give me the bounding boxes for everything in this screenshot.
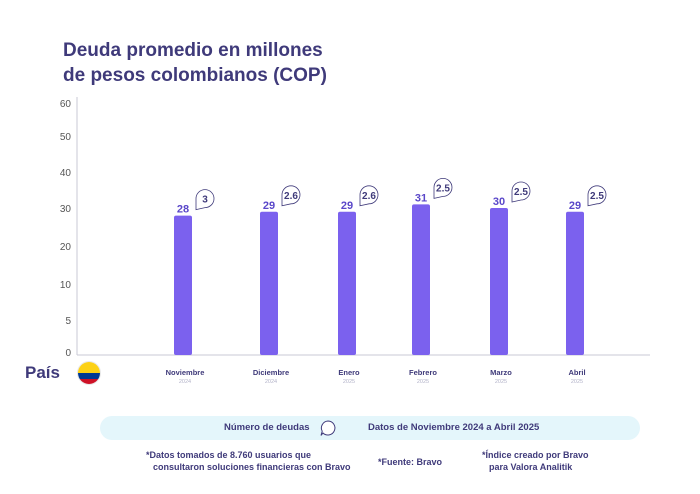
chart-title-line-2: de pesos colombianos (COP): [63, 65, 327, 86]
y-tick-label: 50: [60, 132, 72, 143]
x-tick-label: Abril: [568, 368, 585, 377]
debt-count-label: 2.5: [514, 187, 528, 198]
x-tick-year-label: 2025: [343, 379, 355, 385]
bar-value-label: 29: [569, 200, 581, 212]
bar-value-label: 29: [263, 200, 275, 212]
source-note-line-2: consultaron soluciones financieras con B…: [153, 462, 351, 472]
x-tick-label: Enero: [338, 368, 360, 377]
bar: [412, 204, 430, 355]
y-tick-label: 10: [60, 280, 72, 291]
source-note: *Datos tomados de 8.760 usuarios que con…: [146, 449, 356, 473]
chart-title-line-1: Deuda promedio en millones: [63, 40, 323, 61]
bar-chart: 0 5 10 20 30 40 50 60 28 3 Noviembre 2024 29 2.6 Dicie…: [60, 97, 650, 385]
x-tick-label: Noviembre: [166, 368, 205, 377]
debt-count-label: 2.6: [284, 191, 298, 202]
x-tick-year-label: 2025: [495, 379, 507, 385]
debt-count-bubble: [587, 185, 607, 207]
y-tick-label: 20: [60, 242, 72, 253]
bar-value-label: 29: [341, 200, 353, 212]
index-note: *Índice creado por Bravo para Valora Ana…: [482, 449, 642, 473]
y-tick-label: 30: [60, 204, 72, 215]
y-tick-label: 40: [60, 168, 72, 179]
country-label: País: [25, 363, 60, 382]
index-note-line-1: *Índice creado por Bravo: [482, 450, 589, 460]
bar: [566, 211, 584, 355]
bar-value-label: 28: [177, 204, 189, 216]
bar-value-label: 31: [415, 192, 427, 204]
legend-banner: Número de deudas Datos de Noviembre 2024…: [100, 416, 640, 440]
x-tick-label: Febrero: [409, 368, 437, 377]
bar-value-label: 30: [493, 196, 505, 208]
x-tick-label: Marzo: [490, 368, 512, 377]
x-tick-label: Diciembre: [253, 368, 289, 377]
chart-title: Deuda promedio en millones de pesos colo…: [63, 38, 423, 88]
debt-count-label: 2.5: [436, 183, 450, 194]
bar: [490, 208, 508, 355]
y-tick-label: 60: [60, 99, 72, 110]
debt-count-bubble: [433, 177, 453, 199]
fuente-note: *Fuente: Bravo: [378, 457, 443, 467]
y-tick-label: 5: [65, 316, 71, 327]
debt-count-label: 3: [202, 195, 208, 206]
bar: [338, 211, 356, 355]
debt-count-bubble: [511, 181, 531, 203]
y-tick-label: 0: [65, 348, 71, 359]
debt-count-label: 2.5: [590, 191, 604, 202]
debt-count-bubble: [195, 189, 215, 211]
debt-count-bubble: [281, 185, 301, 207]
bar: [174, 215, 192, 355]
speech-bubble-icon: [320, 420, 336, 436]
bar: [260, 211, 278, 355]
x-tick-year-label: 2024: [265, 379, 277, 385]
debt-count-bubble: [359, 185, 379, 207]
colombia-flag-icon: [78, 362, 100, 384]
debt-count-label: 2.6: [362, 191, 376, 202]
index-note-line-2: para Valora Analitik: [489, 462, 573, 472]
x-tick-year-label: 2024: [179, 379, 191, 385]
legend-debt-count-label: Número de deudas: [224, 422, 310, 433]
source-note-line-1: *Datos tomados de 8.760 usuarios que: [146, 450, 312, 460]
legend-date-range: Datos de Noviembre 2024 a Abril 2025: [368, 422, 540, 433]
x-tick-year-label: 2025: [417, 379, 429, 385]
x-tick-year-label: 2025: [571, 379, 583, 385]
